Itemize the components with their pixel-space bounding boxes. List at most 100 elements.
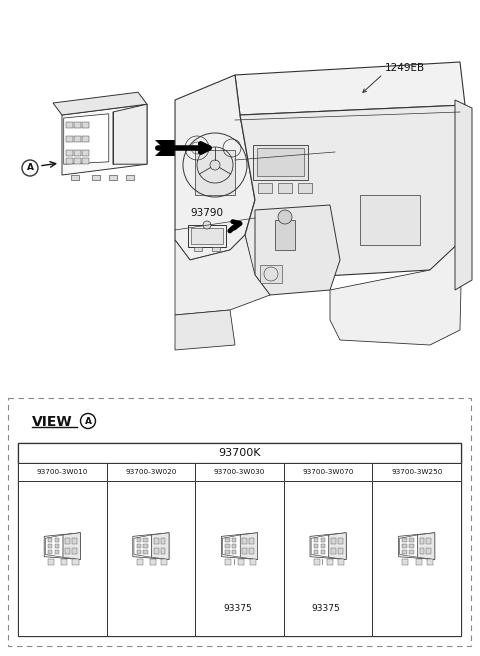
Circle shape: [210, 160, 220, 170]
Bar: [66, 150, 73, 156]
Polygon shape: [235, 62, 465, 115]
Text: 93700-3W010: 93700-3W010: [36, 469, 88, 475]
Bar: [298, 183, 312, 193]
Bar: [77, 139, 87, 147]
Bar: [402, 538, 407, 542]
Bar: [232, 538, 237, 542]
Bar: [314, 550, 318, 554]
Bar: [72, 548, 77, 554]
Bar: [48, 550, 52, 554]
Bar: [372, 463, 461, 481]
Polygon shape: [220, 138, 234, 158]
Bar: [144, 544, 148, 548]
Bar: [250, 560, 256, 565]
Bar: [82, 158, 89, 164]
Bar: [82, 150, 89, 156]
Bar: [409, 544, 414, 548]
Bar: [249, 538, 254, 544]
Text: 1249EB: 1249EB: [385, 63, 425, 73]
Bar: [61, 560, 67, 565]
Bar: [195, 481, 284, 636]
Bar: [48, 560, 54, 565]
Bar: [225, 538, 230, 542]
Polygon shape: [400, 535, 418, 557]
Bar: [109, 175, 117, 180]
Bar: [144, 550, 148, 554]
Bar: [426, 538, 431, 544]
Bar: [74, 150, 81, 156]
Bar: [195, 463, 284, 481]
Bar: [420, 548, 424, 554]
Bar: [225, 550, 230, 554]
Bar: [92, 175, 100, 180]
Bar: [48, 544, 52, 548]
Text: A: A: [26, 163, 34, 173]
Bar: [66, 122, 73, 128]
Polygon shape: [418, 533, 435, 560]
Bar: [338, 538, 343, 544]
Polygon shape: [310, 533, 346, 560]
Bar: [107, 481, 195, 636]
Bar: [71, 175, 79, 180]
Bar: [232, 544, 237, 548]
Bar: [278, 183, 292, 193]
Bar: [331, 538, 336, 544]
Bar: [137, 550, 141, 554]
Bar: [284, 463, 372, 481]
Bar: [314, 560, 320, 565]
Bar: [327, 560, 333, 565]
Bar: [161, 560, 167, 565]
Polygon shape: [221, 533, 258, 560]
Text: 93790: 93790: [190, 208, 223, 218]
Bar: [409, 538, 414, 542]
Bar: [18, 443, 461, 463]
Bar: [67, 154, 77, 162]
Bar: [338, 560, 344, 565]
Bar: [409, 550, 414, 554]
Bar: [74, 136, 81, 142]
Bar: [48, 538, 52, 542]
Bar: [212, 247, 220, 251]
Polygon shape: [134, 535, 152, 557]
Bar: [66, 158, 73, 164]
Bar: [402, 550, 407, 554]
Bar: [8, 398, 471, 646]
Bar: [67, 124, 77, 132]
Bar: [66, 136, 73, 142]
Bar: [360, 195, 420, 245]
Bar: [284, 481, 372, 636]
Polygon shape: [175, 235, 270, 315]
Bar: [314, 538, 318, 542]
Bar: [258, 183, 272, 193]
Bar: [82, 136, 89, 142]
Bar: [420, 538, 424, 544]
Text: 93700-3W250: 93700-3W250: [391, 469, 443, 475]
Polygon shape: [240, 533, 258, 560]
Bar: [416, 560, 421, 565]
Polygon shape: [195, 150, 235, 195]
Bar: [321, 538, 325, 542]
Bar: [338, 548, 343, 554]
Bar: [402, 560, 408, 565]
Polygon shape: [113, 104, 147, 164]
Bar: [144, 538, 148, 542]
Bar: [72, 560, 79, 565]
Bar: [150, 560, 156, 565]
Polygon shape: [44, 533, 81, 560]
Text: 93375: 93375: [223, 604, 252, 613]
Polygon shape: [398, 533, 435, 560]
Bar: [331, 548, 336, 554]
Bar: [137, 560, 143, 565]
Polygon shape: [64, 113, 109, 164]
Circle shape: [278, 210, 292, 224]
Bar: [257, 148, 304, 176]
Text: 93700K: 93700K: [218, 448, 261, 458]
Bar: [55, 544, 60, 548]
Bar: [126, 175, 134, 180]
Bar: [242, 548, 247, 554]
Bar: [426, 548, 431, 554]
Bar: [154, 538, 158, 544]
Bar: [65, 538, 70, 544]
Bar: [188, 225, 226, 247]
Bar: [253, 145, 308, 180]
